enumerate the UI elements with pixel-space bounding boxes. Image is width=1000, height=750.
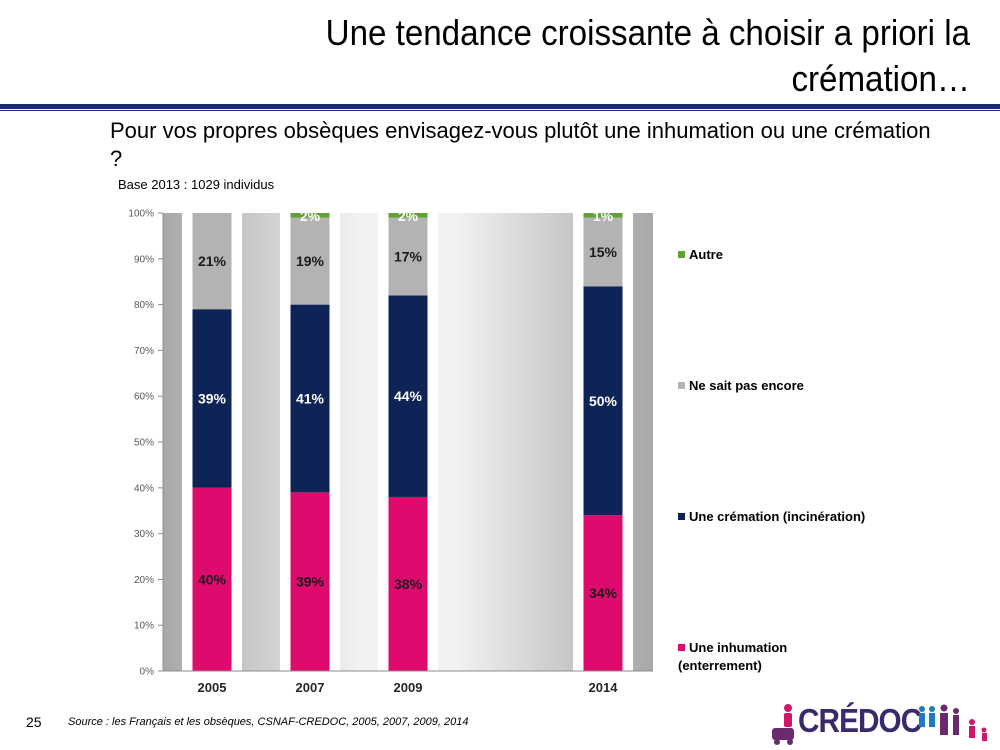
legend-label-autre: Autre bbox=[689, 247, 723, 262]
y-tick-label: 90% bbox=[134, 254, 154, 265]
legend-label-cremation: Une crémation (incinération) bbox=[689, 509, 866, 524]
data-label-2014-3: 1% bbox=[593, 208, 614, 224]
logo-figure-icon bbox=[772, 704, 794, 745]
data-label-2005-0: 40% bbox=[198, 571, 227, 587]
y-tick-label: 0% bbox=[140, 667, 155, 678]
bar-segment-2007-3 bbox=[290, 213, 330, 218]
data-label-2009-0: 38% bbox=[394, 576, 423, 592]
data-label-2009-1: 44% bbox=[394, 388, 423, 404]
bar-segment-2009-3 bbox=[388, 213, 428, 218]
bar-segment-2005-2 bbox=[192, 213, 232, 310]
bar-segment-2014-1 bbox=[583, 286, 623, 516]
title-rule-thin bbox=[0, 110, 1000, 111]
bar-segment-2009-1 bbox=[388, 295, 428, 497]
legend-label-inhumation: Une inhumation (enterrement) bbox=[678, 640, 788, 673]
y-tick-label: 60% bbox=[134, 392, 154, 403]
legend-item-autre: Autre bbox=[678, 246, 723, 264]
y-tick-label: 50% bbox=[134, 438, 154, 449]
legend-item-cremation: Une crémation (incinération) bbox=[678, 508, 865, 526]
chart-legend: Autre Ne sait pas encore Une crémation (… bbox=[678, 0, 998, 750]
data-label-2009-2: 17% bbox=[394, 249, 423, 265]
data-label-2005-2: 21% bbox=[198, 253, 227, 269]
legend-swatch-cremation bbox=[678, 513, 685, 520]
bar-segment-2009-0 bbox=[388, 496, 428, 671]
x-tick-label-2007: 2007 bbox=[296, 680, 325, 695]
credoc-logo: CRÉDOC bbox=[768, 700, 990, 746]
bar-segment-2005-1 bbox=[192, 309, 232, 488]
slide-title: Une tendance croissante à choisir a prio… bbox=[325, 12, 970, 99]
data-label-2014-2: 15% bbox=[589, 244, 618, 260]
bar-segment-2007-2 bbox=[290, 217, 330, 305]
stacked-bar-chart: 0% 10% 20% 30% 40% 50% 60% 70% 80% 90% 100% 40% 39%… bbox=[128, 208, 653, 695]
bar-segment-2007-0 bbox=[290, 492, 330, 671]
source-note: Source : les Français et les obsèques, C… bbox=[68, 716, 469, 728]
bar-segment-2014-0 bbox=[583, 515, 623, 671]
legend-swatch-ne-sait-pas bbox=[678, 382, 685, 389]
survey-question: Pour vos propres obsèques envisagez-vous… bbox=[110, 118, 931, 171]
data-label-2009-3: 2% bbox=[398, 208, 419, 224]
legend-swatch-autre bbox=[678, 251, 685, 258]
data-label-2014-0: 34% bbox=[589, 585, 618, 601]
bar-segment-2009-2 bbox=[388, 217, 428, 296]
page-number: 25 bbox=[26, 714, 42, 730]
title-rule bbox=[0, 104, 1000, 109]
bar-segment-2014-3 bbox=[583, 213, 623, 218]
y-tick-label: 80% bbox=[134, 300, 154, 311]
y-tick-label: 40% bbox=[134, 483, 154, 494]
logo-people-icon bbox=[919, 704, 987, 741]
logo-text: CRÉDOC bbox=[798, 702, 922, 739]
legend-swatch-inhumation bbox=[678, 644, 685, 651]
x-tick-label-2014: 2014 bbox=[589, 680, 619, 695]
y-tick-label: 20% bbox=[134, 575, 154, 586]
x-tick-label-2009: 2009 bbox=[394, 680, 423, 695]
y-tick-label: 100% bbox=[128, 209, 154, 220]
data-label-2007-1: 41% bbox=[296, 390, 325, 406]
data-label-2014-1: 50% bbox=[589, 393, 618, 409]
y-tick-label: 10% bbox=[134, 621, 154, 632]
data-label-2007-0: 39% bbox=[296, 574, 325, 590]
legend-label-ne-sait-pas: Ne sait pas encore bbox=[689, 378, 804, 393]
data-label-2007-3: 2% bbox=[300, 208, 321, 224]
legend-item-ne-sait-pas: Ne sait pas encore bbox=[678, 377, 804, 395]
y-tick-label: 30% bbox=[134, 529, 154, 540]
bar-segment-2014-2 bbox=[583, 217, 623, 287]
data-label-2005-1: 39% bbox=[198, 390, 227, 406]
bar-segment-2005-0 bbox=[192, 487, 232, 671]
data-label-2007-2: 19% bbox=[296, 253, 325, 269]
x-tick-label-2005: 2005 bbox=[198, 680, 227, 695]
y-tick-label: 70% bbox=[134, 346, 154, 357]
legend-item-inhumation: Une inhumation (enterrement) bbox=[678, 639, 828, 675]
sample-base: Base 2013 : 1029 individus bbox=[118, 177, 275, 192]
bar-segment-2007-1 bbox=[290, 304, 330, 493]
